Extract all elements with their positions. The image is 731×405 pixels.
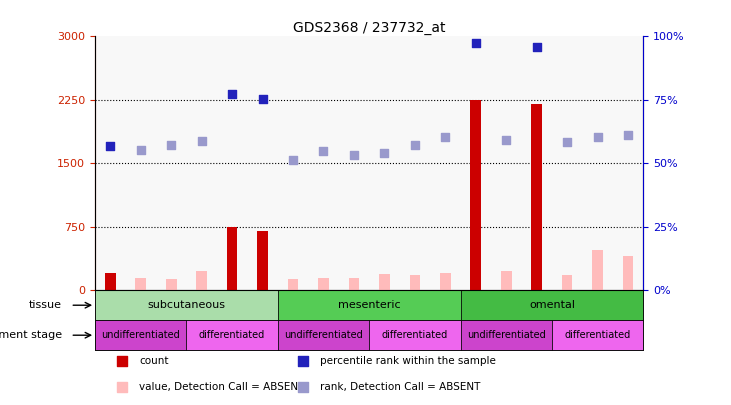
- Point: [116, 358, 129, 364]
- Bar: [105, 273, 115, 290]
- Point: [561, 139, 573, 145]
- Point: [348, 151, 360, 158]
- Point: [105, 143, 116, 150]
- Title: GDS2368 / 237732_at: GDS2368 / 237732_at: [293, 21, 445, 35]
- Bar: [501, 271, 512, 290]
- Text: undifferentiated: undifferentiated: [467, 330, 545, 340]
- Text: subcutaneous: subcutaneous: [148, 300, 225, 310]
- Point: [257, 96, 268, 102]
- Bar: [227, 227, 238, 290]
- Point: [409, 141, 421, 148]
- Text: differentiated: differentiated: [382, 330, 448, 340]
- Bar: [369, 320, 461, 350]
- Bar: [379, 274, 390, 290]
- Point: [470, 40, 482, 47]
- Point: [379, 150, 390, 156]
- Text: development stage: development stage: [0, 330, 62, 340]
- Bar: [318, 277, 329, 290]
- Bar: [461, 320, 552, 350]
- Text: undifferentiated: undifferentiated: [284, 330, 363, 340]
- Bar: [409, 275, 420, 290]
- Text: value, Detection Call = ABSENT: value, Detection Call = ABSENT: [139, 382, 304, 392]
- Text: rank, Detection Call = ABSENT: rank, Detection Call = ABSENT: [320, 382, 480, 392]
- Point: [227, 91, 238, 97]
- Text: mesenteric: mesenteric: [338, 300, 401, 310]
- Text: undifferentiated: undifferentiated: [102, 330, 180, 340]
- Bar: [278, 320, 369, 350]
- Text: tissue: tissue: [29, 300, 62, 310]
- Point: [439, 134, 451, 141]
- Point: [531, 43, 542, 50]
- Bar: [95, 290, 278, 320]
- Point: [298, 358, 309, 364]
- Bar: [197, 271, 207, 290]
- Bar: [440, 273, 450, 290]
- Text: differentiated: differentiated: [199, 330, 265, 340]
- Text: differentiated: differentiated: [564, 330, 631, 340]
- Bar: [135, 277, 146, 290]
- Text: omental: omental: [529, 300, 575, 310]
- Text: count: count: [139, 356, 168, 367]
- Bar: [95, 320, 186, 350]
- Point: [116, 384, 129, 390]
- Point: [196, 138, 208, 145]
- Bar: [531, 104, 542, 290]
- Bar: [288, 279, 298, 290]
- Point: [317, 148, 329, 155]
- Bar: [592, 249, 603, 290]
- Bar: [186, 320, 278, 350]
- Bar: [471, 100, 481, 290]
- Point: [622, 132, 634, 139]
- Point: [287, 157, 299, 163]
- Bar: [552, 320, 643, 350]
- Bar: [278, 290, 461, 320]
- Point: [165, 141, 177, 148]
- Point: [135, 147, 146, 153]
- Point: [500, 136, 512, 143]
- Bar: [562, 275, 572, 290]
- Bar: [257, 231, 268, 290]
- Text: percentile rank within the sample: percentile rank within the sample: [320, 356, 496, 367]
- Point: [592, 134, 604, 141]
- Point: [298, 384, 309, 390]
- Bar: [623, 256, 633, 290]
- Bar: [349, 278, 359, 290]
- Bar: [166, 279, 176, 290]
- Bar: [461, 290, 643, 320]
